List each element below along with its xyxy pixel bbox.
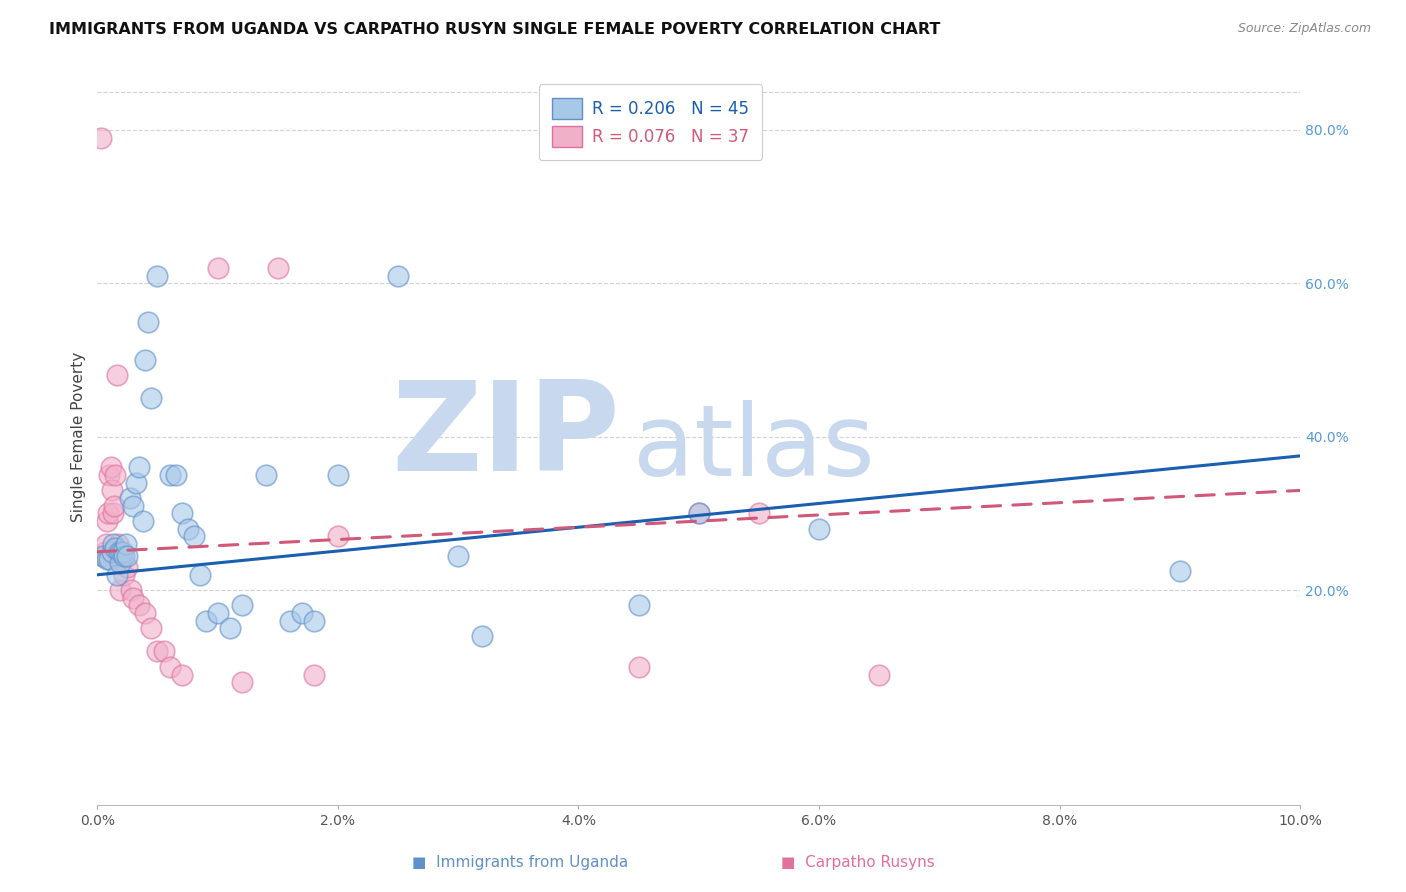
Point xyxy=(101,507,124,521)
Point xyxy=(231,599,253,613)
Point xyxy=(120,583,142,598)
Point xyxy=(112,549,135,563)
Point xyxy=(110,545,132,559)
Point xyxy=(101,483,124,498)
Point xyxy=(170,507,193,521)
Point xyxy=(267,260,290,275)
Point xyxy=(326,529,349,543)
Point xyxy=(94,537,117,551)
Point xyxy=(302,614,325,628)
Text: ZIP: ZIP xyxy=(392,376,620,497)
Point xyxy=(108,556,131,570)
Point xyxy=(96,552,118,566)
Point xyxy=(141,622,163,636)
Point xyxy=(132,514,155,528)
Point xyxy=(101,537,124,551)
Text: IMMIGRANTS FROM UGANDA VS CARPATHO RUSYN SINGLE FEMALE POVERTY CORRELATION CHART: IMMIGRANTS FROM UGANDA VS CARPATHO RUSYN… xyxy=(49,22,941,37)
Text: ■  Immigrants from Uganda: ■ Immigrants from Uganda xyxy=(412,855,628,870)
Point xyxy=(146,644,169,658)
Point xyxy=(125,475,148,490)
Point xyxy=(627,660,650,674)
Point xyxy=(104,541,127,555)
Point xyxy=(107,537,129,551)
Point xyxy=(387,268,409,283)
Point xyxy=(183,529,205,543)
Point xyxy=(176,522,198,536)
Point xyxy=(152,644,174,658)
Point xyxy=(302,667,325,681)
Point xyxy=(103,499,125,513)
Point xyxy=(194,614,217,628)
Point xyxy=(105,368,128,383)
Point xyxy=(117,549,139,563)
Point xyxy=(98,468,121,483)
Point xyxy=(128,460,150,475)
Point xyxy=(207,260,229,275)
Point xyxy=(254,468,277,483)
Point xyxy=(122,591,145,605)
Point xyxy=(100,460,122,475)
Point xyxy=(188,567,211,582)
Y-axis label: Single Female Poverty: Single Female Poverty xyxy=(72,351,86,522)
Point xyxy=(93,545,115,559)
Text: ■  Carpatho Rusyns: ■ Carpatho Rusyns xyxy=(780,855,935,870)
Point xyxy=(108,545,131,559)
Point xyxy=(105,567,128,582)
Point xyxy=(98,552,121,566)
Point xyxy=(207,606,229,620)
Point xyxy=(688,507,710,521)
Point xyxy=(807,522,830,536)
Point xyxy=(90,130,112,145)
Point xyxy=(218,622,240,636)
Point xyxy=(146,268,169,283)
Point xyxy=(128,599,150,613)
Point xyxy=(159,468,181,483)
Legend: R = 0.206   N = 45, R = 0.076   N = 37: R = 0.206 N = 45, R = 0.076 N = 37 xyxy=(538,84,762,161)
Point xyxy=(93,549,115,563)
Point xyxy=(748,507,770,521)
Point xyxy=(134,353,156,368)
Point xyxy=(112,567,135,582)
Point xyxy=(111,545,134,559)
Point xyxy=(101,545,124,559)
Point xyxy=(165,468,187,483)
Point xyxy=(96,514,118,528)
Point xyxy=(170,667,193,681)
Point xyxy=(136,315,159,329)
Point xyxy=(159,660,181,674)
Point xyxy=(115,537,138,551)
Point xyxy=(627,599,650,613)
Point xyxy=(110,552,132,566)
Text: atlas: atlas xyxy=(633,400,875,497)
Point xyxy=(868,667,890,681)
Text: Source: ZipAtlas.com: Source: ZipAtlas.com xyxy=(1237,22,1371,36)
Point xyxy=(688,507,710,521)
Point xyxy=(134,606,156,620)
Point xyxy=(104,468,127,483)
Point xyxy=(447,549,470,563)
Point xyxy=(93,549,115,563)
Point xyxy=(1168,564,1191,578)
Point xyxy=(108,583,131,598)
Point xyxy=(141,392,163,406)
Point xyxy=(278,614,301,628)
Point xyxy=(326,468,349,483)
Point xyxy=(97,507,120,521)
Point xyxy=(471,629,494,643)
Point xyxy=(117,560,139,574)
Point xyxy=(122,499,145,513)
Point xyxy=(291,606,314,620)
Point xyxy=(118,491,141,505)
Point xyxy=(108,552,131,566)
Point xyxy=(231,675,253,690)
